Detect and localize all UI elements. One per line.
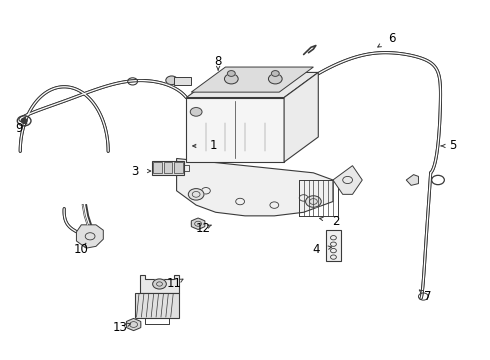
- Text: 10: 10: [74, 243, 89, 256]
- Bar: [153, 162, 162, 173]
- Text: 13: 13: [113, 320, 128, 333]
- Polygon shape: [191, 67, 314, 92]
- Text: 6: 6: [388, 32, 395, 45]
- Circle shape: [271, 71, 279, 76]
- Text: 1: 1: [210, 139, 217, 152]
- Circle shape: [166, 76, 177, 85]
- Bar: [174, 162, 183, 173]
- Circle shape: [191, 219, 205, 229]
- Text: 8: 8: [215, 55, 222, 68]
- Circle shape: [227, 71, 235, 76]
- Polygon shape: [191, 218, 205, 229]
- Text: 9: 9: [16, 122, 23, 135]
- Circle shape: [269, 74, 282, 84]
- Polygon shape: [135, 293, 179, 318]
- Circle shape: [224, 74, 238, 84]
- Circle shape: [153, 279, 166, 289]
- Text: 12: 12: [196, 222, 211, 235]
- Circle shape: [306, 196, 321, 207]
- Circle shape: [126, 319, 141, 330]
- Text: 5: 5: [449, 139, 456, 152]
- Polygon shape: [76, 225, 103, 248]
- Circle shape: [188, 189, 204, 200]
- Text: 2: 2: [332, 215, 339, 228]
- Polygon shape: [140, 275, 179, 293]
- Circle shape: [190, 108, 202, 116]
- Polygon shape: [406, 175, 418, 185]
- Bar: [326, 230, 341, 261]
- Bar: [164, 162, 172, 173]
- Text: 11: 11: [167, 278, 182, 291]
- FancyBboxPatch shape: [152, 161, 184, 175]
- Polygon shape: [284, 72, 318, 162]
- Circle shape: [21, 119, 27, 123]
- Text: 3: 3: [131, 165, 139, 177]
- Text: 7: 7: [424, 290, 432, 303]
- Polygon shape: [333, 166, 362, 194]
- Polygon shape: [176, 158, 333, 216]
- Bar: [186, 98, 284, 162]
- Bar: [174, 77, 191, 85]
- Text: 4: 4: [312, 243, 319, 256]
- Polygon shape: [126, 319, 141, 330]
- Polygon shape: [186, 72, 318, 98]
